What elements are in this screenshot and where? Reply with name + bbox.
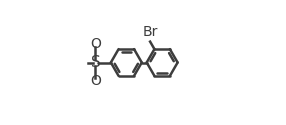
Text: O: O	[90, 74, 101, 88]
Text: S: S	[91, 55, 100, 70]
Text: Br: Br	[142, 25, 158, 39]
Text: O: O	[90, 37, 101, 51]
